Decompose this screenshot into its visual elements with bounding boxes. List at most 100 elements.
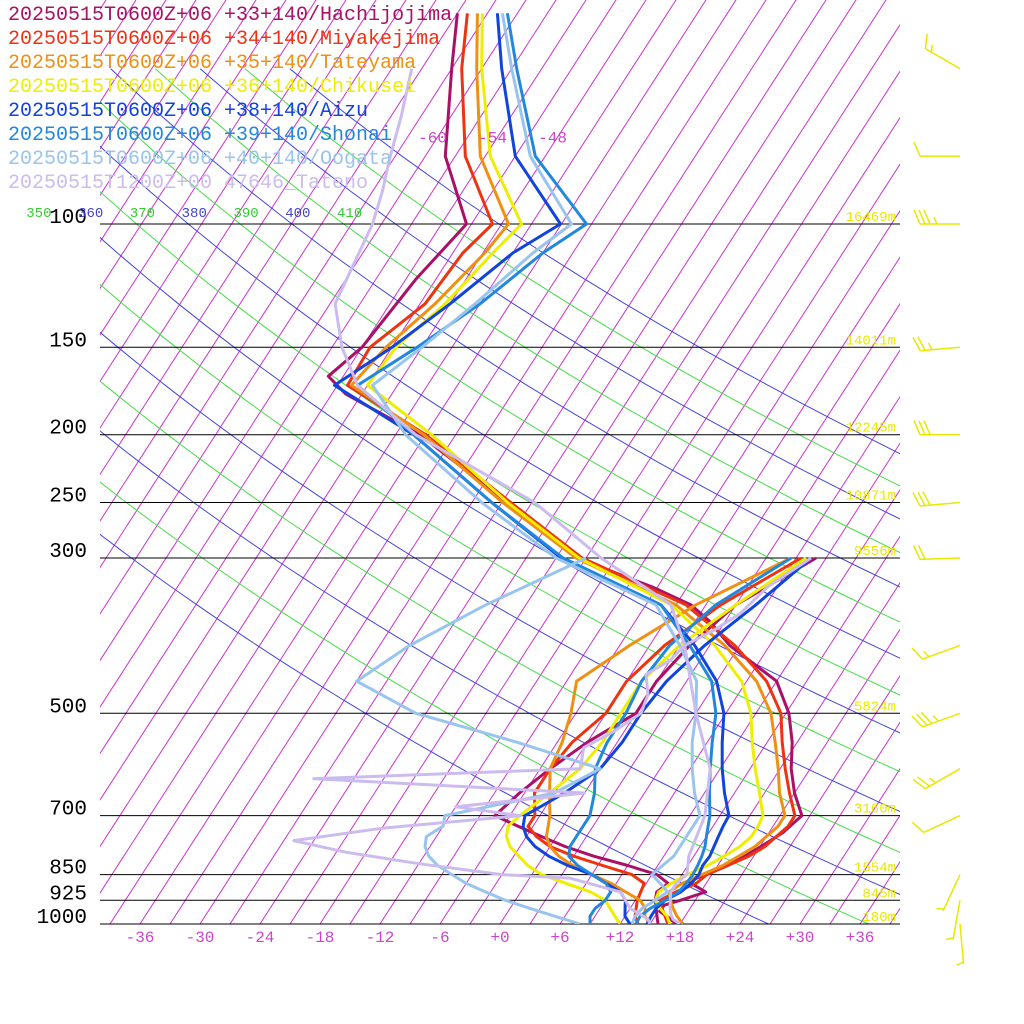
isotherm — [739, 675, 900, 924]
isotherm — [379, 116, 900, 924]
dry-adiabat — [100, 283, 900, 773]
upper-isotherm-label: -54 — [478, 129, 507, 147]
dry-adiabat — [100, 380, 900, 853]
wind-barb — [924, 33, 961, 70]
dry-adiabat — [155, 68, 900, 554]
wind-barb — [912, 336, 961, 352]
wind-barb — [911, 644, 961, 660]
temperature-tick-label: +0 — [490, 929, 509, 947]
temperature-tick-label: -24 — [246, 929, 275, 947]
wind-barb — [911, 711, 961, 728]
height-label: 845m — [862, 886, 896, 902]
dry-adiabat — [244, 68, 900, 487]
theta-label: 390 — [233, 206, 258, 222]
temperature-tick-label: +30 — [786, 929, 815, 947]
sounding-line — [366, 13, 765, 924]
legend-entry: 20250515T0600Z+06 +39+140/Shonai — [8, 124, 393, 147]
upper-isotherm-label: -60 — [418, 129, 447, 147]
dry-adiabat — [100, 236, 900, 734]
isotherm — [100, 0, 257, 243]
theta-label: 400 — [285, 206, 310, 222]
pressure-tick-label: 925 — [49, 883, 87, 906]
pressure-tick-label: 200 — [49, 418, 87, 441]
sounding-line — [371, 13, 702, 924]
pressure-tick-label: 250 — [49, 486, 87, 509]
sounding-line — [567, 556, 792, 924]
wind-barb — [913, 141, 960, 157]
wind-barb — [912, 545, 961, 561]
isotherm — [100, 0, 377, 429]
height-label: 10871m — [846, 489, 896, 505]
isotherm — [709, 628, 900, 924]
upper-isotherm-label: -48 — [538, 129, 567, 147]
theta-label: 380 — [182, 206, 207, 222]
temperature-tick-label: +18 — [666, 929, 695, 947]
temperature-tick-label: -12 — [366, 929, 395, 947]
isotherm — [920, 0, 1024, 924]
pressure-tick-label: 700 — [49, 799, 87, 822]
sounding-line — [544, 556, 792, 924]
wind-barb — [945, 900, 961, 941]
height-label: 180m — [862, 910, 896, 926]
dry-adiabat — [100, 481, 870, 924]
legend-entry: 20250515T0600Z+06 +34+140/Miyakejima — [8, 28, 441, 51]
theta-label: 410 — [337, 206, 362, 222]
isotherm — [889, 907, 900, 924]
dry-adiabat — [110, 68, 900, 588]
dry-adiabat — [100, 145, 900, 659]
sounding-line — [292, 556, 812, 924]
theta-label: 360 — [78, 206, 103, 222]
temperature-tick-label: +24 — [726, 929, 755, 947]
height-label: 9556m — [854, 544, 896, 560]
isotherm — [100, 0, 287, 290]
isotherm — [799, 768, 900, 924]
wind-barb — [936, 874, 961, 912]
temperature-tick-label: -6 — [430, 929, 449, 947]
isotherm — [950, 0, 1024, 924]
wind-barb — [912, 768, 961, 790]
temperature-tick-label: -30 — [186, 929, 215, 947]
isotherm — [100, 0, 347, 383]
temperature-tick-label: +6 — [550, 929, 569, 947]
wind-barb — [913, 209, 960, 225]
isotherm — [619, 488, 900, 924]
sounding-line — [333, 13, 731, 924]
legend-entry: 20250515T1200Z+00 47646_Tateno — [8, 172, 369, 195]
legend-entry: 20250515T0600Z+06 +38+140/Aizu — [8, 100, 369, 123]
sounding-lines — [292, 13, 817, 924]
temperature-tick-label: +12 — [606, 929, 635, 947]
dry-adiabat — [100, 331, 900, 813]
height-label: 14011m — [846, 333, 896, 349]
pressure-tick-label: 850 — [49, 858, 87, 881]
dry-adiabat — [289, 68, 900, 455]
height-label: 1554m — [854, 861, 896, 877]
sounding-line — [326, 13, 804, 924]
legend-entry: 20250515T0600Z+06 +36+140/Chikusei — [8, 76, 417, 99]
temperature-tick-label: -18 — [306, 929, 335, 947]
height-label: 16469m — [846, 210, 896, 226]
theta-label: 350 — [26, 206, 51, 222]
pressure-tick-label: 150 — [49, 330, 87, 353]
temperature-tick-label: -36 — [126, 929, 155, 947]
wind-barb — [956, 923, 965, 967]
legend-entry: 20250515T0600Z+06 +35+140/Tateyama — [8, 52, 417, 75]
isotherm — [859, 861, 900, 924]
height-label: 12245m — [846, 421, 896, 437]
height-label: 5824m — [854, 699, 896, 715]
sounding-line — [346, 13, 797, 924]
pressure-tick-label: 500 — [49, 696, 87, 719]
pressure-tick-label: 1000 — [37, 907, 87, 930]
wind-barb — [912, 491, 961, 507]
theta-label: 370 — [130, 206, 155, 222]
wind-barb — [913, 420, 960, 436]
sounding-line — [350, 13, 787, 924]
dry-adiabat — [199, 68, 900, 520]
isotherm — [100, 0, 227, 197]
isotherm — [769, 721, 900, 924]
height-label: 3160m — [854, 802, 896, 818]
sounding-line — [355, 556, 602, 924]
legend: 20250515T0600Z+06 +33+140/Hachijojima 202… — [8, 4, 452, 196]
legend-entry: 20250515T0600Z+06 +40+140/Oogata — [8, 148, 393, 171]
